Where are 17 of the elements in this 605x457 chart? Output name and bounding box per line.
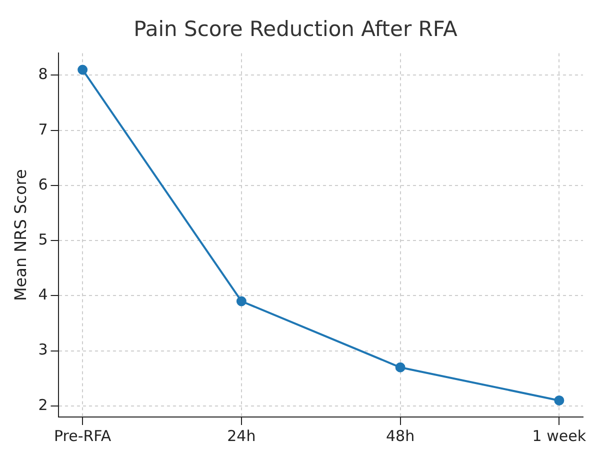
point <box>395 362 406 372</box>
point <box>78 64 88 75</box>
point <box>554 395 564 406</box>
chart-title: Pain Score Reduction After RFA <box>134 17 458 42</box>
y-tick-label: 5 <box>38 230 48 249</box>
y-tick-label: 8 <box>38 65 48 84</box>
y-tick-label: 3 <box>38 340 48 359</box>
x-tick-label: Pre-RFA <box>54 426 112 445</box>
y-tick-label: 6 <box>38 175 48 194</box>
point <box>236 296 246 306</box>
y-tick-label: 4 <box>38 286 48 304</box>
y-axis-title: Mean NRS Score <box>10 169 30 302</box>
x-tick-label: 1 week <box>532 426 586 445</box>
x-tick-label: 24h <box>227 426 256 445</box>
y-tick-label: 7 <box>38 120 48 138</box>
y-tick-label: 2 <box>38 396 48 414</box>
x-tick-label: 48h <box>386 426 415 445</box>
